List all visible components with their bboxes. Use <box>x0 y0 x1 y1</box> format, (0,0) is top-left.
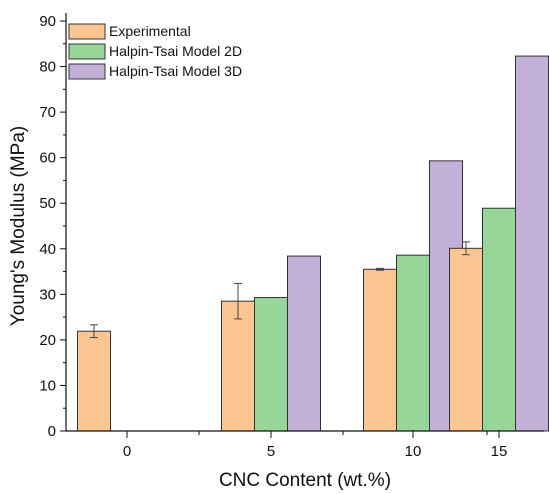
y-axis-title: Young's Modulus (MPa) <box>8 126 29 326</box>
bar-halpin-tsai-model-3d-15 <box>515 55 549 432</box>
y-tick-label-20: 20 <box>39 332 56 349</box>
bar-experimental-0 <box>77 330 111 432</box>
x-tick-label-5: 5 <box>267 443 275 460</box>
y-tick-label-90: 90 <box>39 13 56 30</box>
y-tick-label-0: 0 <box>48 423 56 440</box>
error-bar-10 <box>376 267 384 271</box>
y-tick-label-10: 10 <box>39 377 56 394</box>
legend-swatch <box>68 23 106 40</box>
legend-label: Experimental <box>109 23 191 39</box>
legend-swatch <box>68 43 106 60</box>
y-tick-label-30: 30 <box>39 286 56 303</box>
bar-halpin-tsai-model-2d-10 <box>396 254 430 432</box>
bar-halpin-tsai-model-3d-5 <box>287 255 321 432</box>
legend-label: Halpin-Tsai Model 3D <box>109 63 242 79</box>
bar-experimental-15 <box>449 247 483 432</box>
bar-experimental-5 <box>221 300 255 432</box>
error-bar-5 <box>234 282 242 320</box>
y-tick-label-70: 70 <box>39 104 56 121</box>
legend-item-halpin-tsai-model-2d: Halpin-Tsai Model 2D <box>68 43 242 60</box>
bar-halpin-tsai-model-2d-5 <box>254 297 288 432</box>
bar-halpin-tsai-model-2d-15 <box>482 207 516 432</box>
legend-item-halpin-tsai-model-3d: Halpin-Tsai Model 3D <box>68 63 242 80</box>
axes-layer: 0 10 20 30 40 50 60 70 80 90 0 5 10 15 <box>39 13 544 460</box>
y-tick-label-50: 50 <box>39 195 56 212</box>
error-bar-15 <box>462 241 470 256</box>
legend-label: Halpin-Tsai Model 2D <box>109 43 242 59</box>
y-tick-label-60: 60 <box>39 150 56 167</box>
legend-item-experimental: Experimental <box>68 23 191 40</box>
error-bar-0 <box>90 324 98 339</box>
y-tick-label-40: 40 <box>39 241 56 258</box>
legend: Experimental Halpin-Tsai Model 2D Halpin-T… <box>68 23 242 80</box>
legend-swatch <box>68 63 106 80</box>
error-bars-layer <box>90 241 470 339</box>
bars-layer <box>77 55 549 432</box>
x-tick-label-15: 15 <box>491 443 508 460</box>
x-tick-label-10: 10 <box>405 443 422 460</box>
bar-experimental-10 <box>363 268 397 432</box>
y-tick-label-80: 80 <box>39 59 56 76</box>
x-tick-label-0: 0 <box>123 443 131 460</box>
x-axis-title: CNC Content (wt.%) <box>219 470 391 491</box>
